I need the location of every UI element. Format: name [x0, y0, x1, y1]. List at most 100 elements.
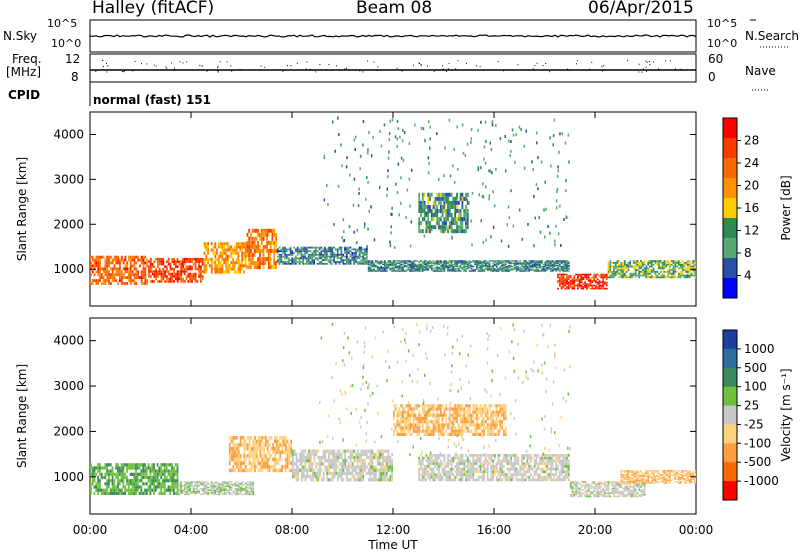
data-cell — [629, 265, 632, 268]
data-cell — [494, 270, 496, 272]
data-cell — [144, 482, 146, 486]
data-cell — [203, 486, 206, 489]
data-cell — [488, 269, 491, 271]
echo-mark — [438, 178, 440, 181]
data-cell — [149, 265, 152, 268]
data-cell — [668, 276, 671, 279]
data-cell — [234, 461, 237, 465]
data-cell — [542, 269, 545, 271]
data-cell — [198, 275, 200, 278]
data-cell — [407, 429, 410, 433]
echo-mark — [406, 188, 409, 192]
data-cell — [461, 221, 464, 226]
echo-mark — [425, 211, 427, 215]
data-cell — [385, 462, 388, 466]
data-cell — [91, 469, 94, 473]
data-cell — [385, 471, 388, 475]
data-cell — [411, 268, 413, 270]
data-cell — [185, 485, 188, 487]
data-cell — [110, 273, 112, 277]
data-cell — [292, 462, 294, 466]
data-cell — [241, 261, 243, 265]
data-cell — [448, 416, 451, 421]
data-cell — [285, 261, 288, 263]
data-cell — [414, 269, 417, 271]
data-cell — [337, 471, 339, 475]
data-cell — [495, 269, 498, 271]
data-cell — [241, 482, 244, 485]
data-cell — [212, 486, 215, 489]
data-cell — [537, 260, 540, 262]
data-cell — [504, 263, 507, 266]
data-cell — [387, 462, 390, 466]
nsearch-label: N.Search — [745, 29, 800, 43]
data-cell — [445, 221, 448, 226]
data-cell — [325, 250, 328, 253]
data-cell — [285, 250, 288, 253]
data-cell — [344, 259, 346, 262]
data-cell — [380, 452, 383, 456]
data-cell — [120, 258, 123, 262]
data-cell — [620, 272, 623, 275]
data-cell — [178, 484, 181, 486]
data-cell — [396, 429, 399, 433]
data-cell — [216, 248, 218, 252]
echo-mark — [552, 143, 554, 147]
data-cell — [421, 429, 424, 433]
data-cell — [111, 491, 114, 495]
data-cell — [241, 481, 244, 483]
data-cell — [113, 255, 116, 259]
data-cell — [99, 267, 101, 271]
data-cell — [598, 281, 601, 284]
data-cell — [104, 282, 107, 285]
data-cell — [313, 253, 315, 256]
data-cell — [683, 263, 686, 266]
data-cell — [492, 423, 494, 427]
data-cell — [393, 429, 395, 433]
data-cell — [225, 492, 228, 494]
data-cell — [405, 413, 408, 417]
data-cell — [282, 250, 285, 253]
data-cell — [562, 286, 565, 288]
data-cell — [187, 272, 190, 276]
data-cell — [486, 410, 489, 414]
data-cell — [531, 261, 534, 263]
data-cell — [476, 426, 478, 430]
data-cell — [602, 276, 604, 279]
data-cell — [221, 482, 224, 485]
data-cell — [293, 475, 296, 479]
data-cell — [526, 263, 529, 266]
data-cell — [441, 426, 444, 430]
data-cell — [418, 475, 421, 479]
data-cell — [137, 273, 139, 277]
data-cell — [607, 263, 610, 266]
freq-strip-frame — [89, 53, 697, 83]
data-cell — [355, 471, 357, 475]
data-cell — [175, 272, 177, 276]
data-cell — [126, 466, 128, 470]
data-cell — [452, 221, 455, 226]
data-cell — [148, 267, 150, 271]
data-cell — [322, 462, 325, 466]
data-cell — [353, 478, 356, 482]
data-cell — [311, 449, 314, 453]
data-cell — [250, 481, 253, 483]
data-cell — [623, 263, 626, 266]
data-cell — [169, 463, 172, 467]
data-cell — [228, 450, 231, 455]
data-cell — [255, 236, 258, 241]
data-cell — [267, 228, 270, 233]
data-cell — [345, 248, 348, 251]
data-cell — [558, 264, 561, 267]
data-cell — [318, 252, 321, 254]
data-cell — [688, 276, 691, 279]
data-cell — [164, 265, 166, 268]
data-cell — [522, 262, 525, 264]
data-cell — [223, 261, 226, 265]
data-cell — [226, 254, 229, 258]
data-cell — [129, 282, 132, 285]
data-cell — [510, 262, 512, 264]
beam-title: Beam 08 — [356, 0, 433, 18]
data-cell — [151, 479, 154, 483]
data-cell — [557, 273, 559, 276]
